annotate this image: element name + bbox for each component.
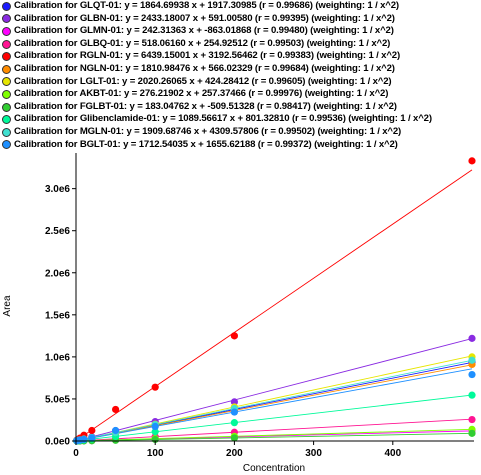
data-point <box>230 408 238 416</box>
y-tick-label: 2.5e6 <box>45 226 70 237</box>
regression-line <box>76 432 473 442</box>
regression-line <box>76 364 473 442</box>
legend-marker <box>2 39 11 49</box>
regression-line <box>76 418 473 442</box>
legend-label: Calibration for LGLT-01: y = 2020.26065 … <box>14 75 392 87</box>
data-point <box>468 429 476 437</box>
legend-item: Calibration for GLMN-01: y = 242.31363 x… <box>0 25 481 38</box>
legend-item: Calibration for GLBN-01: y = 2433.18007 … <box>0 13 481 26</box>
data-point <box>230 332 238 340</box>
legend-label: Calibration for GLMN-01: y = 242.31363 x… <box>14 25 394 37</box>
data-point <box>468 334 476 342</box>
regression-line <box>76 394 473 442</box>
legend-item: Calibration for RGLN-01: y = 6439.15001 … <box>0 50 481 63</box>
regression-line <box>76 359 473 441</box>
legend-item: Calibration for LGLT-01: y = 2020.26065 … <box>0 76 481 89</box>
regression-line <box>76 361 473 442</box>
data-point <box>230 398 238 406</box>
legend-marker <box>2 127 11 137</box>
data-point <box>151 383 159 391</box>
legend-label: Calibration for GLBQ-01: y = 518.06160 x… <box>14 37 391 49</box>
x-axis-title: Concentration <box>243 463 305 474</box>
legend-label: Calibration for GLBN-01: y = 2433.18007 … <box>14 12 395 24</box>
legend-item: Calibration for MGLN-01: y = 1909.68746 … <box>0 126 481 139</box>
regression-line <box>76 368 473 442</box>
legend-item: Calibration for AKBT-01: y = 276.21902 x… <box>0 88 481 101</box>
x-tick-label: 100 <box>147 448 164 459</box>
legend-item: Calibration for GLQT-01: y = 1864.69938 … <box>0 0 481 13</box>
legend-item: Calibration for FGLBT-01: y = 183.04762 … <box>0 101 481 114</box>
x-tick-label: 400 <box>384 448 401 459</box>
legend-marker <box>2 102 11 112</box>
y-tick-label: 2.0e6 <box>45 268 70 279</box>
regression-line <box>76 169 473 441</box>
legend-label: Calibration for FGLBT-01: y = 183.04762 … <box>14 100 397 112</box>
x-tick-label: 300 <box>305 448 322 459</box>
legend-label: Calibration for BGLT-01: y = 1712.54035 … <box>14 138 398 150</box>
legend-marker <box>2 115 11 125</box>
y-tick-label: 1.5e6 <box>45 310 70 321</box>
y-tick-label: 3.0e6 <box>45 184 70 195</box>
legend-label: Calibration for RGLN-01: y = 6439.15001 … <box>14 50 401 62</box>
data-point <box>230 419 238 427</box>
legend-label: Calibration for MGLN-01: y = 1909.68746 … <box>14 125 402 137</box>
y-tick-label: 1.0e6 <box>45 352 70 363</box>
data-point <box>151 422 159 431</box>
legend-marker <box>2 140 11 150</box>
legend-marker <box>2 52 11 62</box>
data-point <box>151 428 159 436</box>
legend-label: Calibration for NGLN-01: y = 1810.98476 … <box>14 62 395 74</box>
data-point <box>468 391 476 399</box>
data-point <box>468 356 476 364</box>
y-tick-label: 0.0e0 <box>45 437 70 448</box>
legend-label: Calibration for GLQT-01: y = 1864.69938 … <box>14 0 399 11</box>
legend-item: Calibration for BGLT-01: y = 1712.54035 … <box>0 139 481 152</box>
y-axis-title: Area <box>2 295 13 317</box>
legend-label: Calibration for Glibenclamide-01: y = 10… <box>14 113 432 125</box>
regression-lines <box>76 169 473 442</box>
legend-marker <box>2 89 11 99</box>
regression-line <box>76 428 473 442</box>
data-point <box>80 435 88 444</box>
legend-marker <box>2 1 11 11</box>
chart-legend: Calibration for GLQT-01: y = 1864.69938 … <box>0 0 481 151</box>
data-point <box>88 426 96 435</box>
legend-marker <box>2 14 11 24</box>
ticks: 0.0e0 5.0e5 1.0e6 1.5e6 2.0e6 2.5e6 3.0e6 0 100 2… <box>45 184 402 459</box>
data-point <box>230 434 238 442</box>
legend-marker <box>2 26 11 36</box>
y-tick-label: 5.0e5 <box>45 394 70 405</box>
data-point <box>468 157 476 165</box>
data-point <box>468 415 476 424</box>
data-point <box>112 405 120 414</box>
legend-marker <box>2 64 11 74</box>
legend-item: Calibration for Glibenclamide-01: y = 10… <box>0 113 481 126</box>
data-point <box>468 370 476 379</box>
legend-item: Calibration for NGLN-01: y = 1810.98476 … <box>0 63 481 76</box>
legend-item: Calibration for GLBQ-01: y = 518.06160 x… <box>0 38 481 51</box>
data-point <box>88 434 96 442</box>
legend-label: Calibration for AKBT-01: y = 276.21902 x… <box>14 88 389 100</box>
legend-marker <box>2 77 11 87</box>
axes <box>75 153 474 442</box>
data-point <box>112 426 120 435</box>
regression-line <box>76 338 473 442</box>
x-tick-label: 0 <box>73 448 79 459</box>
x-tick-label: 200 <box>226 448 243 459</box>
